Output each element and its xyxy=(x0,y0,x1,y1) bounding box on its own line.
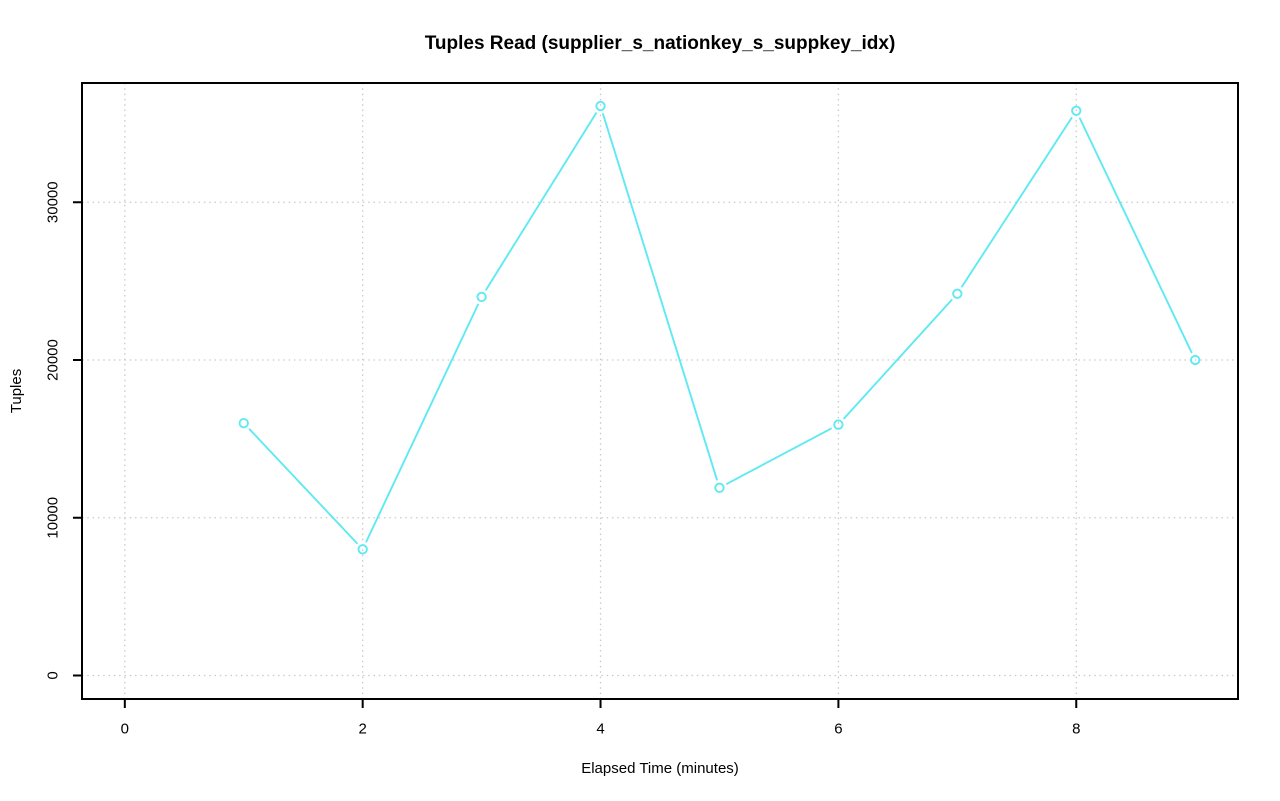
x-tick-label: 0 xyxy=(121,721,129,738)
series-segment xyxy=(365,303,479,543)
data-point-marker xyxy=(1071,105,1082,116)
y-tick-label: 0 xyxy=(45,671,62,679)
series-segment xyxy=(726,427,832,485)
y-tick-label: 30000 xyxy=(45,181,62,223)
y-axis-title: Tuples xyxy=(8,369,25,413)
data-point-marker xyxy=(952,288,963,299)
x-tick-label: 4 xyxy=(596,721,604,738)
series-segment xyxy=(961,116,1073,288)
series-layer xyxy=(238,100,1201,555)
data-point-marker xyxy=(714,482,725,493)
data-point-marker xyxy=(595,100,606,112)
y-tick-label: 10000 xyxy=(45,497,62,539)
data-point-marker xyxy=(357,544,368,555)
plot-border xyxy=(81,82,1239,700)
data-point-marker xyxy=(833,419,844,430)
series-segment xyxy=(602,113,718,481)
axis-layer: 0 2 4 6 8 0 10000 20000 30000 xyxy=(45,181,1081,737)
x-tick-label: 2 xyxy=(359,721,367,738)
x-tick-label: 8 xyxy=(1072,721,1080,738)
series-segment xyxy=(485,112,597,291)
data-point-marker xyxy=(238,417,249,429)
y-tick-label: 20000 xyxy=(45,339,62,381)
x-tick-label: 6 xyxy=(834,721,842,738)
chart-title: Tuples Read (supplier_s_nationkey_s_supp… xyxy=(425,33,896,54)
series-segment xyxy=(843,299,953,420)
series-segment xyxy=(1078,117,1193,354)
series-segment xyxy=(248,428,358,545)
grid-layer xyxy=(82,83,1238,699)
x-axis-title: Elapsed Time (minutes) xyxy=(581,760,739,777)
data-point-marker xyxy=(476,291,487,303)
data-point-marker xyxy=(1190,354,1201,366)
